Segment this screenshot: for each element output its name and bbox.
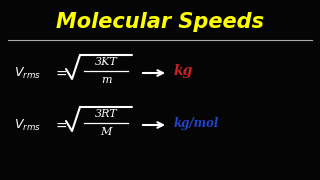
Text: m: m	[101, 75, 111, 85]
Text: 3KT: 3KT	[95, 57, 117, 67]
Text: $=$: $=$	[52, 118, 68, 132]
Text: kg/mol: kg/mol	[174, 116, 220, 129]
Text: Molecular Speeds: Molecular Speeds	[56, 12, 264, 32]
Text: $=$: $=$	[52, 66, 68, 80]
Text: M: M	[100, 127, 112, 137]
Text: kg: kg	[174, 64, 193, 78]
Text: $V_{rms}$: $V_{rms}$	[14, 118, 41, 132]
Text: $V_{rms}$: $V_{rms}$	[14, 66, 41, 81]
Text: 3RT: 3RT	[95, 109, 117, 119]
